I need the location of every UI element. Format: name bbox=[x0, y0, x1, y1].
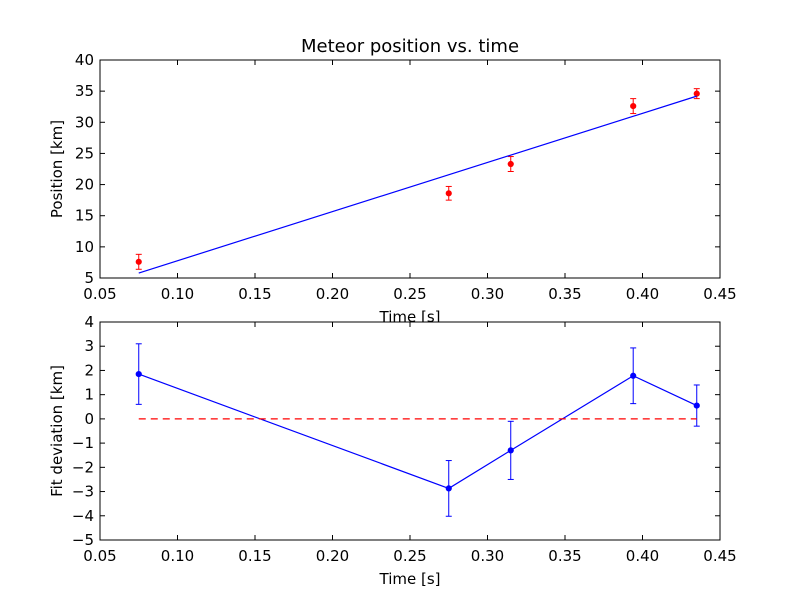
x-tick-label: 0.05 bbox=[83, 547, 116, 565]
x-tick-label: 0.05 bbox=[83, 285, 116, 303]
axes-frame bbox=[99, 59, 721, 279]
y-tick-label: −5 bbox=[72, 531, 94, 549]
y-tick-label: 35 bbox=[75, 82, 94, 100]
fit-deviation-data-point bbox=[135, 370, 142, 378]
measured-position-data-point bbox=[693, 90, 700, 97]
y-tick-label: 3 bbox=[84, 337, 94, 355]
plot-area bbox=[100, 60, 720, 278]
y-tick-label: 25 bbox=[75, 144, 94, 162]
axes-frame bbox=[99, 321, 721, 541]
linear-fit-series bbox=[138, 95, 697, 274]
y-tick-label: 2 bbox=[84, 361, 94, 379]
y-tick-label: 4 bbox=[84, 313, 94, 331]
x-tick-label: 0.30 bbox=[471, 285, 504, 303]
x-tick-label: 0.40 bbox=[626, 547, 659, 565]
linear-fit-line bbox=[138, 95, 697, 274]
x-tick-label: 0.20 bbox=[316, 547, 349, 565]
measured-position-data-point bbox=[507, 160, 514, 168]
y-tick-label: 10 bbox=[75, 238, 94, 256]
y-tick-label: 1 bbox=[84, 386, 94, 404]
y-tick-label: −3 bbox=[72, 483, 94, 501]
x-tick-label: 0.45 bbox=[703, 547, 736, 565]
measured-position-data-point bbox=[445, 190, 452, 197]
x-tick-label: 0.15 bbox=[238, 547, 271, 565]
fit-deviation-data-point bbox=[445, 485, 452, 492]
fit-deviation-axis-label: Fit deviation [km] bbox=[48, 365, 66, 497]
measured-position-data-point bbox=[630, 102, 637, 110]
y-tick-label: −4 bbox=[72, 507, 94, 525]
x-tick-label: 0.25 bbox=[393, 547, 426, 565]
position-axis-label: Position [km] bbox=[48, 120, 66, 218]
fit-deviation-data-point bbox=[507, 447, 514, 454]
fit-deviation-series bbox=[135, 343, 700, 517]
chart-title: Meteor position vs. time bbox=[301, 36, 519, 57]
y-tick-label: −2 bbox=[72, 458, 94, 476]
x-tick-label: 0.10 bbox=[161, 547, 194, 565]
x-tick-label: 0.15 bbox=[238, 285, 271, 303]
x-tick-label: 0.20 bbox=[316, 285, 349, 303]
y-tick-label: 0 bbox=[84, 410, 94, 428]
position-vs-time-panel: 0.05 0.10 0.15 0.20 0.25 0.30 0.35 0.40 0.45 5 10 1… bbox=[48, 36, 737, 326]
measured-position-data-point bbox=[135, 258, 142, 265]
plot-area bbox=[100, 322, 720, 540]
fit-deviation-panel: 0.05 0.10 0.15 0.20 0.25 0.30 0.35 0.40 0.45 −5 −4… bbox=[48, 313, 737, 588]
y-tick-label: −1 bbox=[72, 434, 94, 452]
x-tick-label: 0.10 bbox=[161, 285, 194, 303]
fit-deviation-data-point bbox=[693, 402, 700, 409]
x-axis-label: Time [s] bbox=[379, 570, 441, 588]
y-tick-label: 15 bbox=[75, 207, 94, 225]
x-tick-label: 0.25 bbox=[393, 285, 426, 303]
x-tick-label: 0.45 bbox=[703, 285, 736, 303]
y-tick-label: 40 bbox=[75, 51, 94, 69]
y-tick-label: 20 bbox=[75, 176, 94, 194]
measured-position-series bbox=[135, 88, 700, 270]
x-tick-label: 0.35 bbox=[548, 547, 581, 565]
y-tick-label: 5 bbox=[84, 269, 94, 287]
y-tick-label: 30 bbox=[75, 113, 94, 131]
fit-deviation-data-point bbox=[630, 372, 637, 379]
x-tick-label: 0.40 bbox=[626, 285, 659, 303]
x-tick-label: 0.30 bbox=[471, 547, 504, 565]
x-tick-label: 0.35 bbox=[548, 285, 581, 303]
